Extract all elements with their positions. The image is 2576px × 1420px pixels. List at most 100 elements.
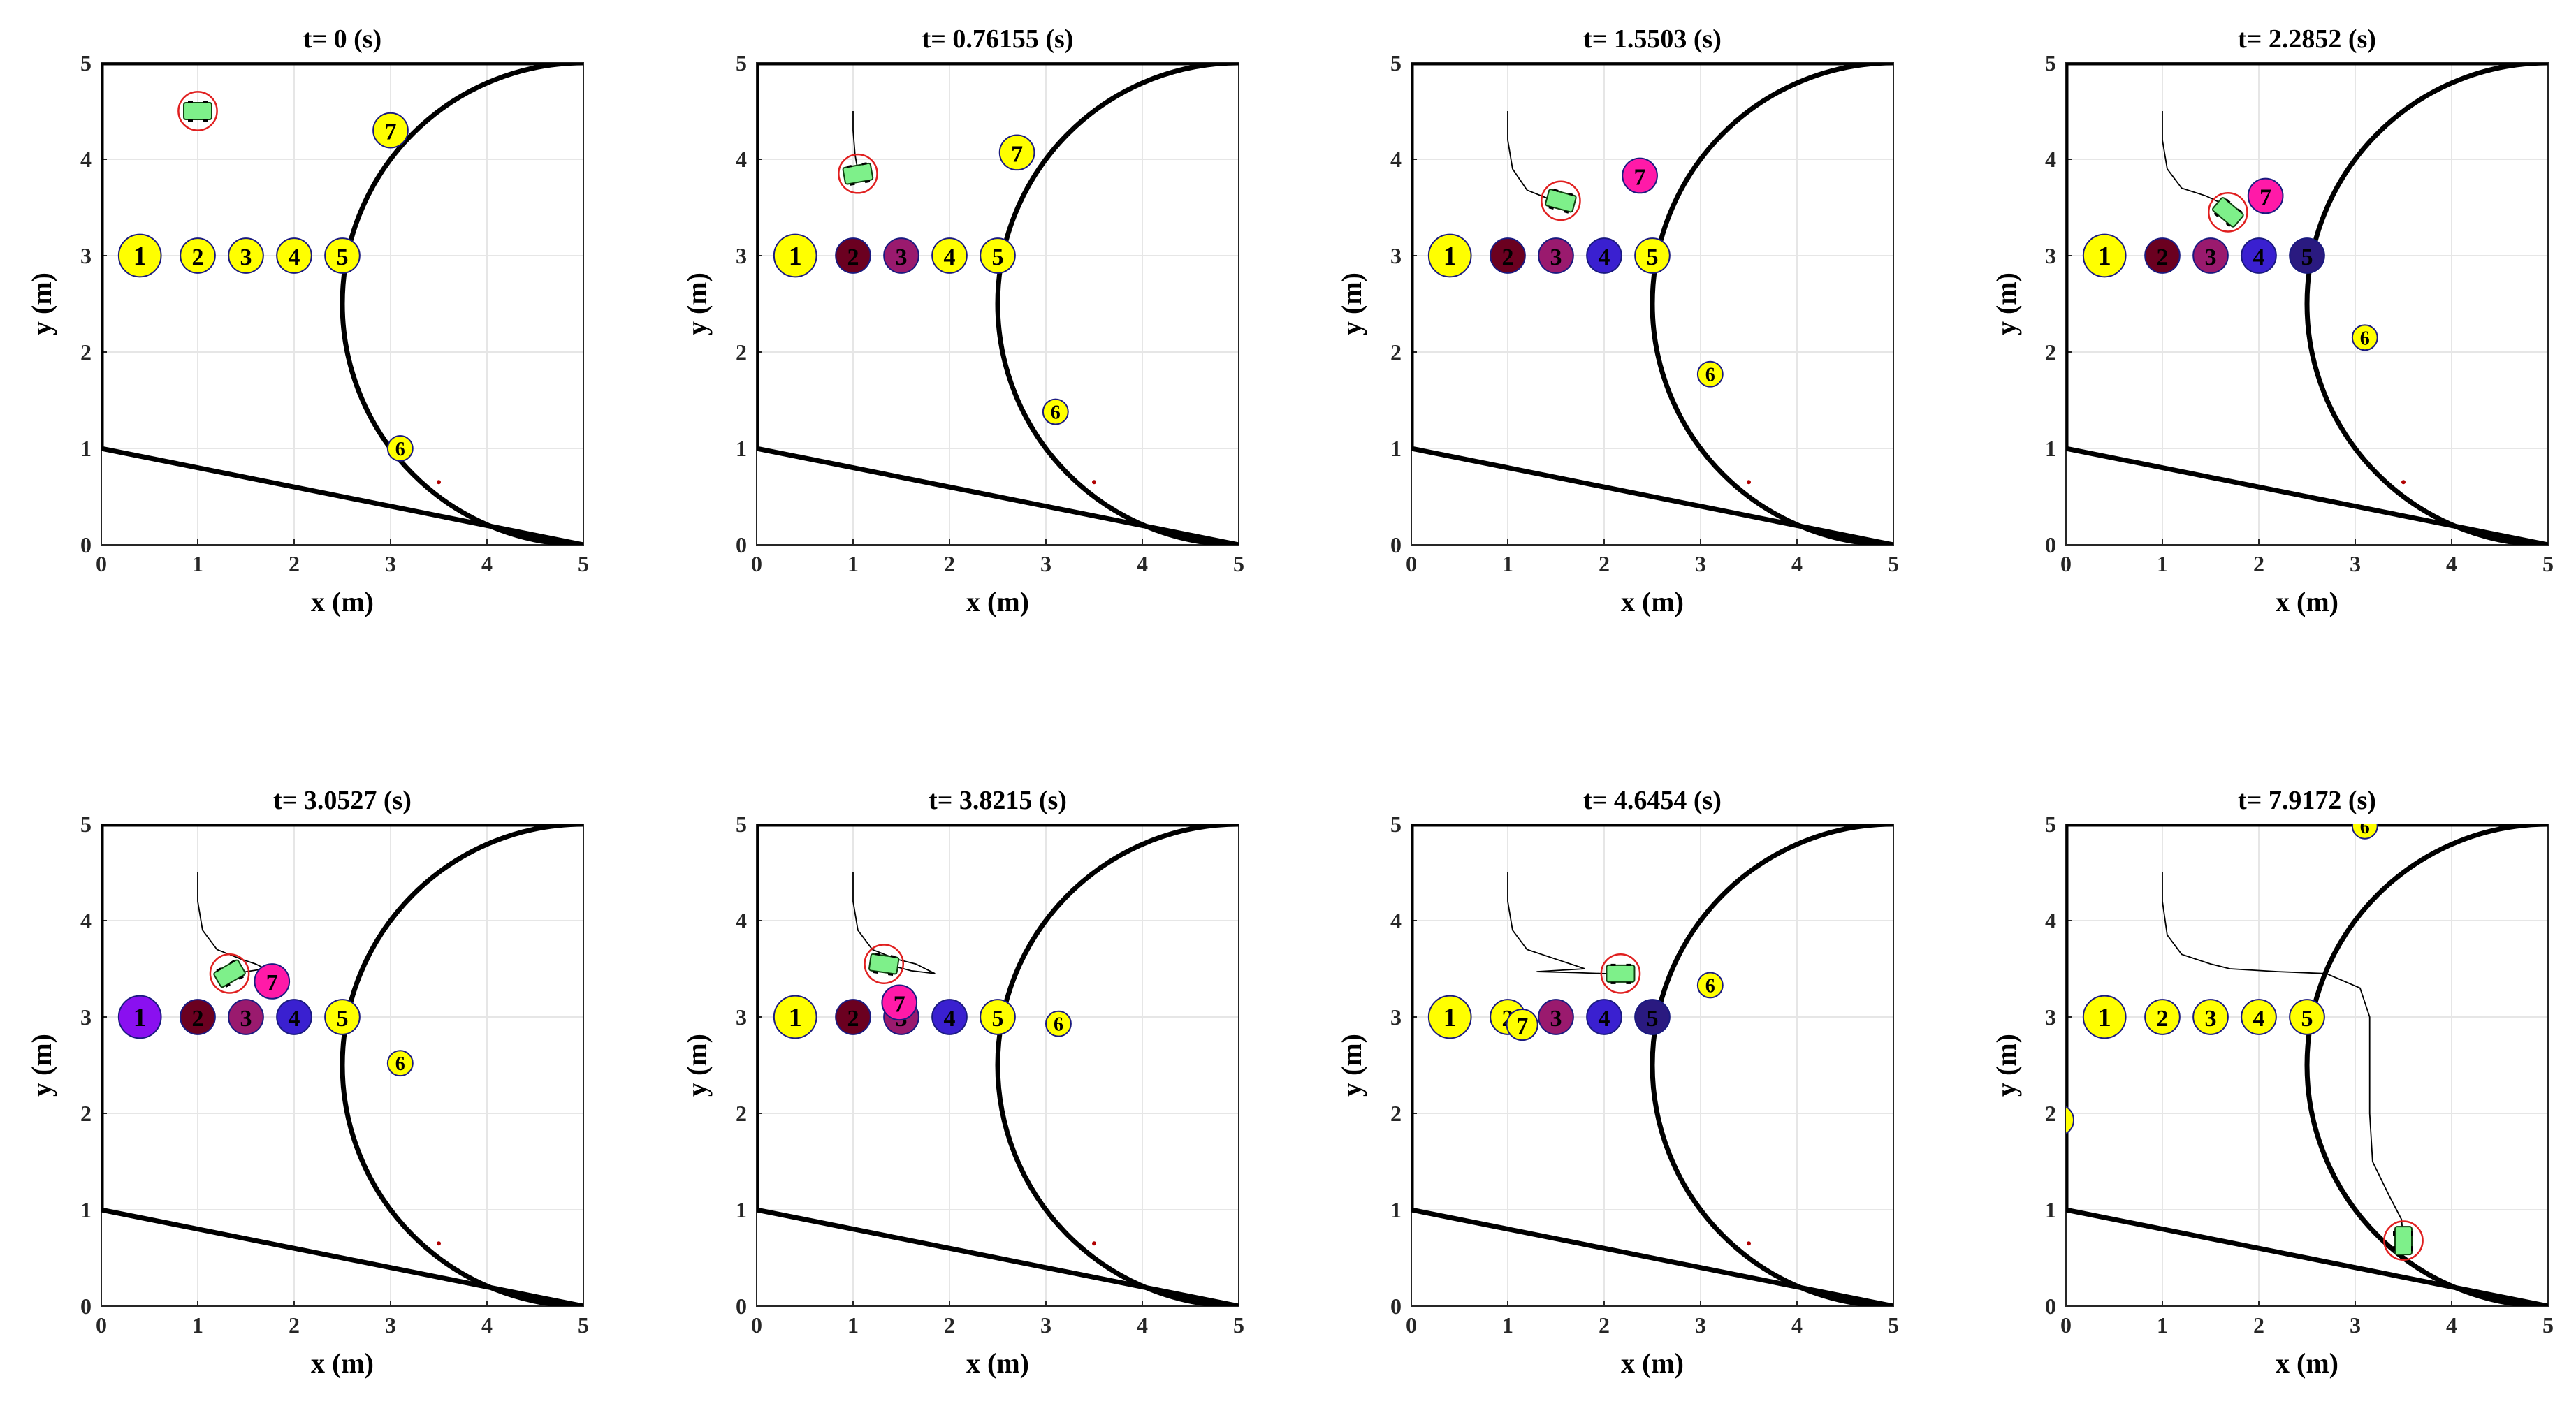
car [2393, 1226, 2413, 1256]
track-arc [1650, 824, 1893, 1306]
obstacle-circle [1634, 999, 1671, 1035]
obstacle-4: 4 [931, 237, 968, 274]
obstacle-label: 6 [1051, 402, 1061, 424]
obstacle-label: 4 [2253, 244, 2265, 270]
obstacle-4: 4 [1586, 237, 1622, 274]
x-tick-label: 5 [578, 551, 589, 576]
obstacle-label: 1 [2098, 1003, 2111, 1032]
target-ring [864, 944, 905, 984]
obstacle-label: 1 [133, 242, 147, 271]
x-tick-label: 1 [192, 1312, 203, 1338]
car-wheel [203, 119, 208, 122]
obstacle-2: 2 [835, 999, 871, 1035]
obstacle-circle [1538, 237, 1574, 274]
y-tick-label: 2 [80, 1101, 92, 1126]
x-tick-label: 0 [96, 1312, 107, 1338]
car-body [1606, 964, 1636, 983]
obstacle-circle [1427, 995, 1472, 1039]
y-tick-label: 3 [2045, 1004, 2056, 1030]
obstacle-label: 5 [337, 1006, 349, 1032]
y-tick-label: 0 [2045, 1294, 2056, 1319]
obstacle-circle [1634, 237, 1671, 274]
subplot-4: 00 1 1 2 2 3 3 4 4 5 5 t= 2.2852 (s) x (m) y (m) 1 2 3 4 5… [1991, 24, 2554, 617]
obstacle-circle [2082, 233, 2127, 278]
x-tick-label: 2 [944, 1312, 955, 1338]
car-trajectory [1507, 872, 1621, 974]
obstacle-1: 1 [1427, 233, 1472, 278]
x-tick-label: 4 [1791, 551, 1803, 576]
car-wheel [229, 960, 235, 965]
obstacle-label: 5 [2301, 1006, 2313, 1032]
obstacle-label: 1 [2098, 242, 2111, 271]
obstacle-3: 3 [1538, 237, 1574, 274]
obstacle-label: 5 [992, 1006, 1004, 1032]
obstacle-circle [2192, 999, 2229, 1035]
x-tick-label: 0 [96, 551, 107, 576]
car-wheel [1553, 189, 1559, 192]
goal-marker [2401, 480, 2406, 485]
obstacle-circle [180, 237, 216, 274]
obstacle-circle [835, 999, 871, 1035]
obstacle-4: 4 [2241, 237, 2277, 274]
x-tick-label: 4 [1791, 1312, 1803, 1338]
obstacle-circle [180, 999, 216, 1035]
obstacle-label: 3 [240, 244, 252, 270]
track-arc [995, 63, 1239, 545]
obstacle-circle [2289, 237, 2325, 274]
car [1545, 189, 1577, 214]
car-body [2212, 197, 2244, 228]
obstacle-2: 2 [2144, 999, 2181, 1035]
x-tick-label: 3 [2350, 551, 2361, 576]
obstacle-3: 3 [1538, 999, 1574, 1035]
car-wheel [2411, 1231, 2413, 1236]
obstacle-circle [1586, 237, 1622, 274]
obstacle-circle [2241, 237, 2277, 274]
x-tick-label: 4 [1137, 1312, 1148, 1338]
obstacle-4: 4 [2241, 999, 2277, 1035]
car-wheel [2393, 1246, 2395, 1252]
x-tick-label: 3 [1040, 1312, 1051, 1338]
obstacle-label: 6 [1705, 975, 1715, 997]
obstacle-circle [773, 233, 817, 278]
car-body [1545, 189, 1577, 213]
obstacle-2: 2 [835, 237, 871, 274]
obstacle-3: 3 [228, 237, 264, 274]
y-tick-label: 5 [736, 812, 747, 837]
x-tick-label: 2 [1599, 551, 1610, 576]
obstacle-circle [2241, 999, 2277, 1035]
car-wheel [2393, 1231, 2395, 1236]
car-wheel [1626, 981, 1631, 984]
chart-title: t= 0 (s) [303, 24, 381, 54]
x-tick-label: 5 [1233, 551, 1244, 576]
car [842, 162, 874, 186]
obstacle-circle [2192, 237, 2229, 274]
chart-title: t= 4.6454 (s) [1583, 786, 1722, 815]
obstacle-2: 2 [180, 237, 216, 274]
obstacle-label: 7 [385, 119, 397, 145]
obstacle-7: 7 [998, 134, 1035, 171]
x-tick-label: 1 [1502, 551, 1513, 576]
obstacle-circle [324, 237, 361, 274]
obstacle-5: 5 [1634, 999, 1671, 1035]
car-body [842, 162, 874, 185]
y-axis-label: y (m) [681, 1034, 713, 1097]
car-trajectory [852, 872, 936, 974]
obstacle-label: 2 [192, 244, 204, 270]
car-wheel [2411, 1246, 2413, 1252]
car [868, 953, 900, 976]
obstacle-6: 6 [2351, 324, 2378, 351]
x-tick-label: 2 [2253, 1312, 2264, 1338]
y-tick-label: 4 [1390, 908, 1402, 933]
obstacle-circle [276, 237, 312, 274]
obstacle-7: 7 [881, 984, 918, 1021]
y-tick-label: 5 [2045, 812, 2056, 837]
obstacle-4: 4 [276, 999, 312, 1035]
obstacle-circle [2144, 237, 2181, 274]
car-wheel [1610, 981, 1616, 984]
obstacle-5: 5 [980, 237, 1016, 274]
obstacle-label: 6 [1054, 1014, 1063, 1036]
x-tick-label: 1 [847, 1312, 859, 1338]
y-axis-label: y (m) [1336, 1034, 1367, 1097]
